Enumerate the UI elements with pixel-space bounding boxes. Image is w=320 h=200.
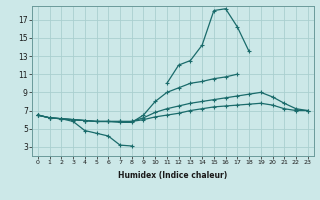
X-axis label: Humidex (Indice chaleur): Humidex (Indice chaleur)	[118, 171, 228, 180]
